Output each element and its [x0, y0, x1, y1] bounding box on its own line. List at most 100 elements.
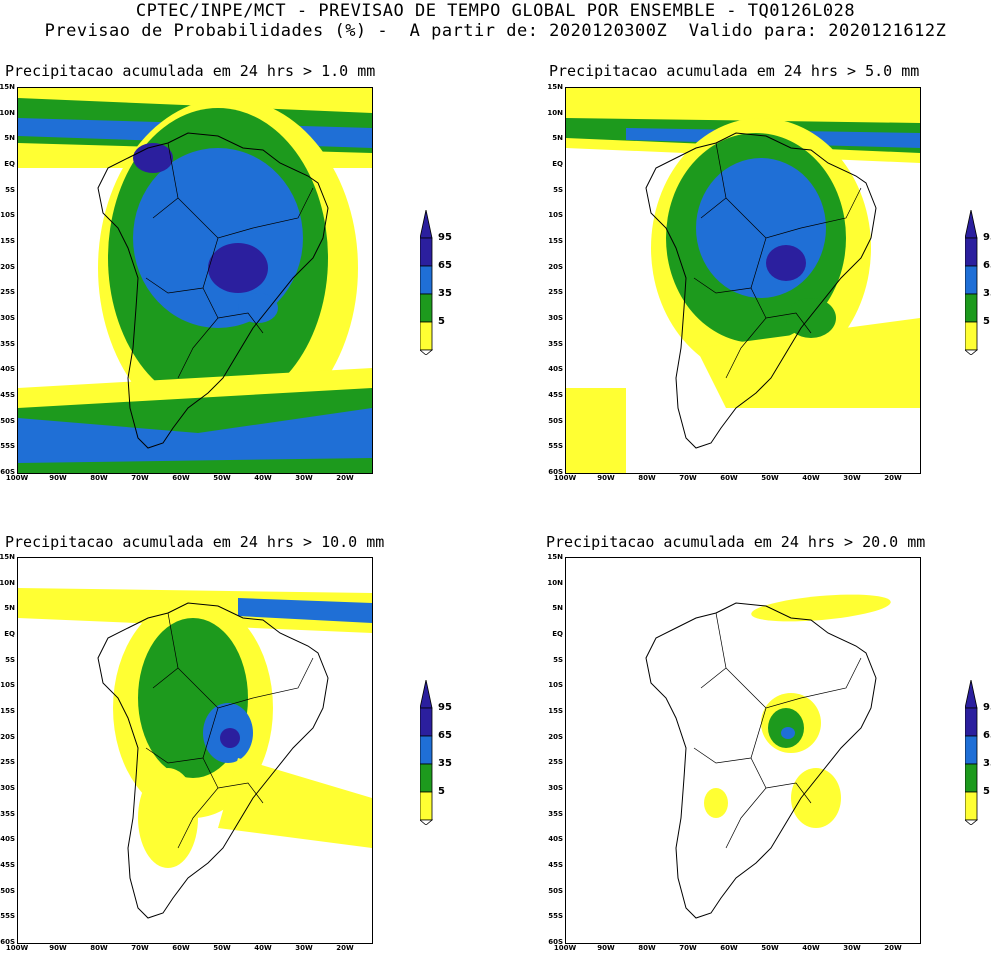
- lat-label: 10N: [547, 578, 563, 587]
- lat-label: 15S: [548, 707, 563, 715]
- lat-label: 20S: [548, 732, 563, 741]
- lat-label: 60S: [548, 468, 563, 476]
- country-border: [725, 317, 767, 379]
- lat-label: 30S: [0, 784, 15, 792]
- lat-label: 35S: [548, 809, 563, 818]
- lat-label: 60S: [0, 938, 15, 946]
- lon-label: 60W: [172, 944, 190, 952]
- colorbar-label: 95: [438, 702, 452, 713]
- lat-label: 15N: [547, 553, 563, 561]
- lat-label: 45S: [0, 861, 15, 869]
- lat-label: 10S: [548, 211, 563, 220]
- coastline: [97, 602, 329, 919]
- colorbar-label: 35: [438, 288, 452, 299]
- lat-label: 10S: [548, 681, 563, 690]
- lon-label: 40W: [802, 944, 820, 952]
- lon-label: 30W: [295, 474, 313, 482]
- colorbar-label: 65: [983, 730, 991, 741]
- lat-label: 55S: [548, 912, 563, 921]
- country-border: [145, 277, 204, 294]
- lat-label: 25S: [0, 758, 15, 767]
- lat-label: 5N: [552, 604, 563, 613]
- lat-label: 40S: [0, 365, 15, 374]
- lat-label: 5S: [553, 185, 563, 194]
- lat-label: 10N: [0, 108, 15, 117]
- lat-label: 5S: [5, 655, 15, 664]
- lon-label: 100W: [553, 944, 577, 952]
- lat-label: 15N: [547, 83, 563, 91]
- atl-yellow: [791, 768, 841, 828]
- lat-label: 50S: [0, 886, 15, 895]
- coastline: [645, 132, 877, 449]
- lon-label: 70W: [131, 944, 149, 952]
- lat-label: 40S: [548, 835, 563, 844]
- lat-label: 15S: [0, 237, 15, 245]
- lon-label: 100W: [5, 944, 29, 952]
- lat-label: 35S: [548, 339, 563, 348]
- lon-label: 70W: [131, 474, 149, 482]
- lat-label: 15N: [0, 83, 15, 91]
- lon-label: 20W: [336, 474, 354, 482]
- country-border: [700, 612, 727, 689]
- lat-label: 5S: [5, 185, 15, 194]
- map-field-1: [18, 88, 372, 473]
- lon-label: 90W: [49, 474, 67, 482]
- atl-yellow: [696, 318, 920, 408]
- lat-label: 5N: [4, 134, 15, 143]
- lon-label: 90W: [49, 944, 67, 952]
- header-subtitle: Previsao de Probabilidades (%) - A parti…: [44, 21, 947, 41]
- country-border: [217, 312, 264, 334]
- south-yellow: [138, 768, 198, 868]
- colorbar-swatch: [964, 237, 978, 267]
- colorbar-swatch: [964, 791, 978, 821]
- lat-label: 30S: [548, 784, 563, 792]
- lat-label: 5N: [4, 604, 15, 613]
- lat-label: 10S: [0, 681, 15, 690]
- lon-label: 90W: [597, 944, 615, 952]
- atl-green: [786, 298, 836, 338]
- colorbar-swatch: [964, 735, 978, 765]
- lon-label: 80W: [638, 944, 656, 952]
- colorbar-label: 95: [438, 232, 452, 243]
- country-border: [252, 657, 314, 699]
- colorbar-label: 65: [438, 730, 452, 741]
- map-field-4: [645, 594, 891, 919]
- lat-label: 15N: [0, 553, 15, 561]
- header-title: CPTEC/INPE/MCT - PREVISAO DE TEMPO GLOBA…: [135, 1, 856, 21]
- south-yellow: [704, 788, 728, 818]
- country-border: [765, 782, 812, 804]
- lon-label: 20W: [336, 944, 354, 952]
- lon-label: 40W: [254, 474, 272, 482]
- panel-2-title: Precipitacao acumulada em 24 hrs > 5.0 m…: [549, 62, 920, 80]
- atl-yellow: [218, 758, 372, 848]
- country-border: [800, 657, 862, 699]
- colorbar-label: 95: [983, 232, 991, 243]
- lat-label: 25S: [548, 758, 563, 767]
- country-border: [693, 747, 752, 764]
- lon-label: 100W: [553, 474, 577, 482]
- lon-label: 70W: [679, 944, 697, 952]
- lat-label: 45S: [548, 391, 563, 399]
- country-border: [252, 187, 314, 229]
- sw-yellow: [566, 388, 626, 473]
- colorbar-swatch: [964, 293, 978, 323]
- panel-3-colorbar: 95 65 35 5: [418, 679, 468, 826]
- itcz-blue: [238, 598, 372, 623]
- lon-label: 30W: [843, 474, 861, 482]
- colorbar-swatch: [419, 293, 433, 323]
- panel-4-colorbar: 95 65 35 5: [963, 679, 991, 826]
- colorbar-swatch: [419, 763, 433, 793]
- lat-label: EQ: [4, 160, 15, 168]
- coastline: [645, 602, 877, 919]
- lon-label: 60W: [720, 474, 738, 482]
- colorbar-swatch: [419, 237, 433, 267]
- country-border: [800, 187, 862, 229]
- panel-1-title: Precipitacao acumulada em 24 hrs > 1.0 m…: [5, 62, 376, 80]
- lat-label: 45S: [0, 391, 15, 399]
- lat-label: 60S: [0, 468, 15, 476]
- colorbar-label: 5: [983, 316, 990, 327]
- lat-label: 15S: [548, 237, 563, 245]
- colorbar-swatch: [964, 763, 978, 793]
- lat-label: 35S: [0, 339, 15, 348]
- lon-label: 60W: [720, 944, 738, 952]
